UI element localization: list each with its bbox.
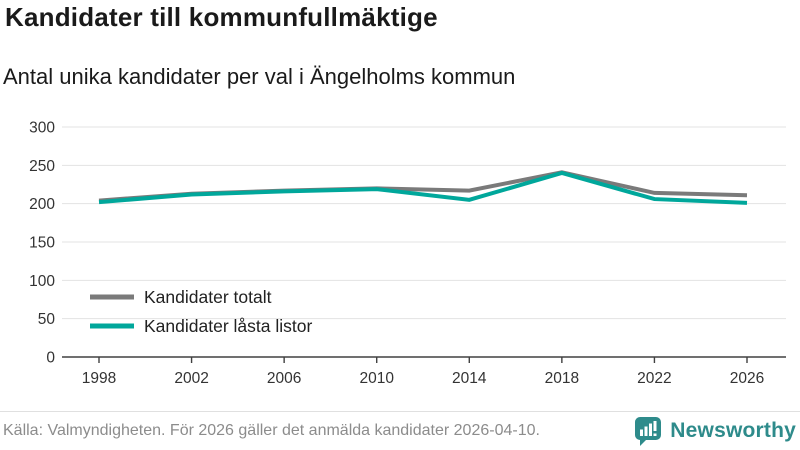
- chart-subtitle: Antal unika kandidater per val i Ängelho…: [3, 64, 516, 89]
- svg-text:1998: 1998: [82, 370, 116, 387]
- svg-text:150: 150: [29, 235, 55, 252]
- svg-text:2002: 2002: [174, 370, 208, 387]
- legend: Kandidater totalt Kandidater låsta listor: [90, 287, 312, 336]
- newsworthy-brand: Newsworthy: [633, 416, 797, 447]
- svg-text:50: 50: [38, 311, 56, 328]
- svg-text:2010: 2010: [359, 370, 394, 387]
- gridlines: [62, 126, 786, 320]
- y-axis-labels: 0 50 100 150 200 250 300: [29, 120, 55, 367]
- brand-name: Newsworthy: [670, 419, 796, 442]
- source-text: Källa: Valmyndigheten. För 2026 gäller d…: [3, 422, 540, 439]
- svg-text:300: 300: [29, 120, 55, 137]
- series-line-1: [98, 170, 748, 205]
- svg-text:2006: 2006: [267, 370, 301, 387]
- svg-text:2022: 2022: [637, 370, 671, 387]
- svg-text:250: 250: [29, 158, 55, 175]
- footer: Källa: Valmyndigheten. För 2026 gäller d…: [0, 411, 800, 450]
- newsworthy-logo-icon: [635, 416, 662, 446]
- svg-text:100: 100: [29, 273, 55, 290]
- svg-text:2014: 2014: [452, 370, 487, 387]
- svg-text:Kandidater låsta listor: Kandidater låsta listor: [144, 316, 312, 336]
- line-chart: 0 50 100 150 200 250 300 1998 2002 2006 2010 2014 20…: [29, 120, 786, 387]
- chart-title: Kandidater till kommunfullmäktige: [5, 2, 438, 32]
- x-axis: 1998 2002 2006 2010 2014 2018 2022 2026: [62, 356, 786, 387]
- svg-text:2026: 2026: [730, 370, 764, 387]
- svg-text:2018: 2018: [545, 370, 579, 387]
- svg-text:200: 200: [29, 196, 55, 213]
- svg-text:0: 0: [46, 350, 55, 367]
- svg-text:Kandidater totalt: Kandidater totalt: [144, 287, 272, 307]
